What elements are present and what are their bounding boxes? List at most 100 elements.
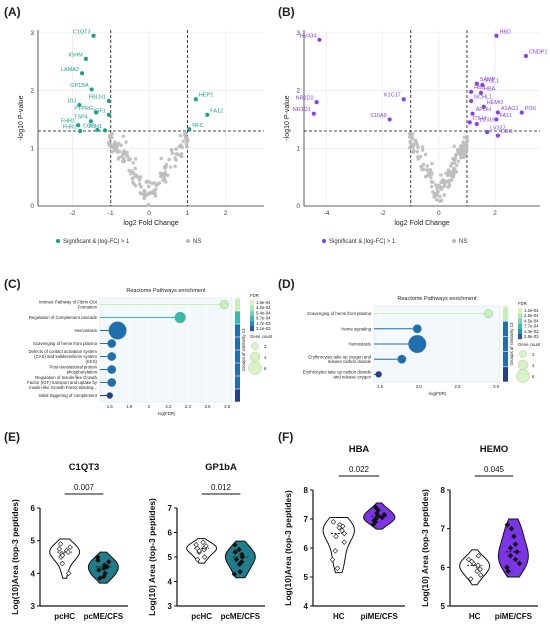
data-point: [469, 558, 475, 565]
ns-point: [127, 157, 131, 161]
ns-point: [131, 160, 136, 165]
ns-point: [170, 151, 175, 156]
ns-point: [133, 166, 138, 171]
x-tick-label: 3.0: [493, 384, 500, 389]
point-label: FHR1: [61, 119, 75, 125]
group-bar: [235, 324, 240, 337]
point-label: HEMO: [487, 100, 504, 106]
category-label: pcME/CFS: [221, 612, 261, 621]
x-axis-title: log2 Fold Change: [394, 220, 449, 227]
count-legend-circle: [249, 351, 261, 363]
ns-point: [431, 180, 435, 184]
ns-point: [439, 173, 443, 177]
ns-point: [442, 182, 447, 187]
data-point: [468, 576, 474, 582]
ns-point: [108, 136, 112, 141]
x-tick-label: 2: [148, 404, 151, 409]
ns-point: [114, 147, 119, 151]
ns-point: [435, 197, 439, 202]
point-label: K1C17: [384, 93, 401, 99]
y-tick-label: 3: [30, 30, 34, 37]
ns-point: [139, 184, 143, 189]
ns-point: [447, 180, 451, 185]
category-label: pcHC: [191, 612, 212, 621]
data-point: [231, 571, 237, 577]
fdr-legend-swatch: [518, 334, 522, 340]
y-axis-title: -log10 P-value: [18, 95, 25, 140]
significant-point: [106, 112, 111, 117]
ns-point: [125, 150, 129, 155]
panel-letter-f: (F): [278, 430, 293, 444]
y-tick-label: 0: [296, 203, 300, 210]
panel-letter-c: (C): [4, 277, 21, 291]
data-point: [512, 556, 519, 563]
violin-shape: [49, 538, 81, 579]
ns-point: [127, 168, 131, 173]
ns-point: [121, 152, 125, 156]
point-label: FA11: [499, 113, 511, 119]
ns-point: [449, 164, 453, 168]
pathway-label: Defects of contact activation system (CAS…: [28, 349, 97, 364]
significant-point: [83, 56, 88, 61]
ns-point: [420, 148, 425, 152]
x-tick-label: -4: [324, 210, 330, 217]
fdr-legend-label: 4.5e-04: [524, 318, 539, 323]
point-label: GP1BA: [70, 83, 89, 89]
point-label: HBD: [499, 29, 511, 35]
ns-point: [161, 178, 165, 183]
pathway-label: Scavenging of heme from plasma: [33, 341, 98, 346]
x-tick-label: -1: [108, 210, 114, 217]
fdr-legend-swatch: [250, 310, 254, 316]
significant-point: [495, 110, 500, 115]
significant-point: [474, 81, 479, 86]
lollipop-head: [107, 339, 117, 348]
violin-title: GP1bA: [205, 462, 237, 473]
y-tick-label: 6: [168, 529, 173, 538]
p-value-label: 0.045: [484, 465, 505, 474]
lollipop-head: [107, 365, 117, 374]
point-label: IGJ: [68, 99, 77, 105]
significant-point: [77, 102, 82, 108]
ns-point: [411, 150, 416, 155]
count-legend-label: 6: [532, 374, 535, 379]
point-label: CBG: [501, 129, 513, 135]
ns-point: [124, 140, 128, 144]
ns-point: [122, 149, 126, 153]
ns-point: [425, 164, 430, 168]
data-point: [65, 570, 72, 577]
ns-point: [167, 157, 171, 162]
group-bar: [235, 337, 240, 350]
ns-point: [454, 169, 459, 174]
lollipop-head: [174, 311, 186, 324]
point-label: LV316: [480, 118, 496, 124]
x-tick-label: -2: [380, 210, 386, 217]
y-tick-label: 7: [168, 504, 173, 513]
significant-point: [401, 97, 406, 102]
y-axis-title: -log10 P-value: [284, 95, 291, 140]
y-tick-label: 4: [304, 602, 309, 611]
pathway-label: Heme signaling: [341, 326, 371, 331]
ns-point: [452, 144, 457, 149]
pathway-label: Intrinsic Pathway of Fibrin Clot Formatio…: [39, 300, 98, 310]
y-tick-label: 1: [30, 145, 34, 152]
ns-point: [430, 190, 435, 194]
fdr-legend-label: 2.8e-03: [524, 334, 539, 339]
data-point: [512, 541, 519, 547]
legend-label-ns: NS: [193, 239, 201, 245]
x-tick-label: 2.4: [185, 404, 192, 409]
ns-point: [130, 176, 135, 181]
legend-label-significant: Significant & |log-FC| > 1: [63, 239, 130, 245]
fdr-legend-title: FDR: [250, 293, 259, 298]
point-label: ITIH1: [89, 124, 102, 130]
data-point: [341, 530, 347, 537]
ns-point: [447, 183, 452, 188]
significant-point: [193, 97, 198, 102]
x-tick-label: 0: [437, 210, 441, 217]
legend-marker-significant: [55, 238, 61, 244]
legend-marker-ns: [185, 238, 191, 244]
point-label: ITIH4: [473, 116, 486, 122]
significant-point: [387, 117, 392, 122]
ns-point: [169, 148, 174, 152]
lollipop-head: [219, 300, 229, 309]
violin-title: C1QT3: [69, 462, 100, 473]
